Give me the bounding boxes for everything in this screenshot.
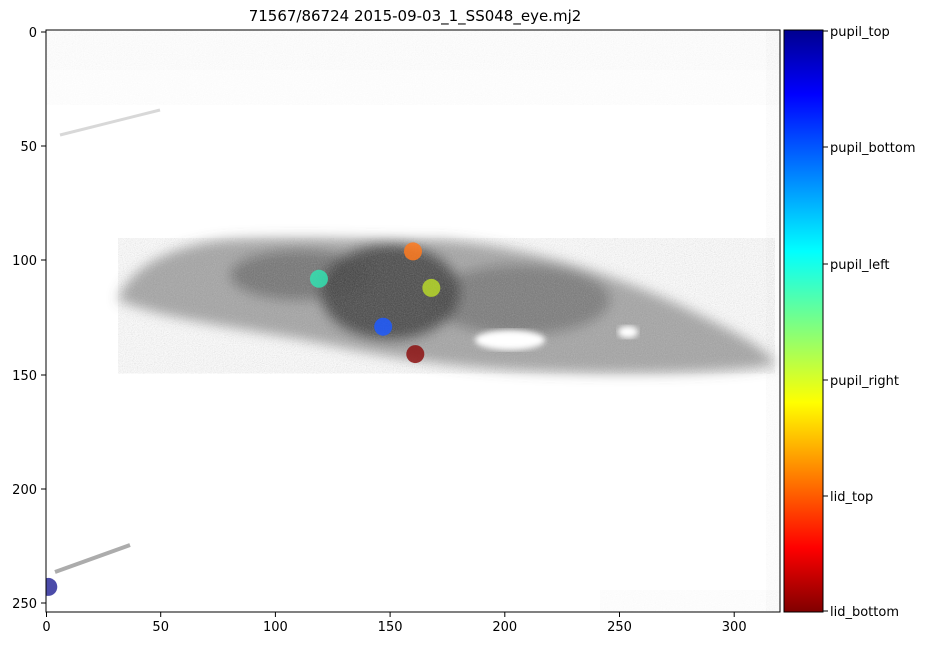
colorbar-label: lid_top (830, 490, 873, 505)
colorbar-label: pupil_bottom (830, 141, 915, 156)
colorbar-label: pupil_right (830, 374, 899, 389)
x-tick-250: 250 (607, 612, 632, 635)
point-pupil-right (422, 278, 441, 297)
x-tick-50: 50 (152, 612, 169, 635)
colorbar-tick-pupil-right: pupil_right (823, 374, 899, 389)
x-tick-label: 300 (722, 620, 747, 635)
y-tick-label: 50 (20, 140, 37, 155)
colorbar-tick-lid-top: lid_top (823, 490, 873, 505)
x-tick-100: 100 (263, 612, 288, 635)
x-tick-label: 200 (492, 620, 517, 635)
y-tick-250: 250 (12, 597, 46, 612)
y-tick-50: 50 (20, 140, 46, 155)
point-lid-bottom (406, 345, 425, 364)
colorbar: pupil_top pupil_bottom pupil_left pupil_… (783, 25, 915, 620)
y-tick-label: 100 (12, 254, 37, 269)
colorbar-gradient (783, 29, 824, 613)
y-axis: 0 50 100 150 200 250 (12, 26, 46, 612)
colorbar-tick-pupil-top: pupil_top (823, 25, 890, 40)
image-frame (45, 29, 781, 613)
y-tick-0: 0 (29, 26, 46, 41)
y-tick-100: 100 (12, 254, 46, 269)
colorbar-tick-pupil-left: pupil_left (823, 258, 890, 273)
x-tick-label: 50 (152, 620, 169, 635)
point-pupil-top (46, 577, 58, 596)
x-axis: 0 50 100 150 200 250 300 (42, 612, 747, 635)
y-tick-label: 150 (12, 369, 37, 384)
x-tick-200: 200 (492, 612, 517, 635)
x-tick-label: 150 (378, 620, 403, 635)
colorbar-tick-lid-bottom: lid_bottom (823, 605, 899, 620)
eye-image (46, 30, 780, 612)
y-tick-label: 250 (12, 597, 37, 612)
x-tick-0: 0 (42, 612, 51, 635)
y-tick-200: 200 (12, 483, 46, 498)
landmark-points (46, 242, 441, 596)
point-pupil-bottom (374, 317, 393, 336)
x-tick-label: 0 (42, 620, 50, 635)
colorbar-label: lid_bottom (830, 605, 899, 620)
y-tick-150: 150 (12, 369, 46, 384)
point-lid-top (404, 242, 422, 261)
x-tick-label: 100 (263, 620, 288, 635)
colorbar-label: pupil_top (830, 25, 890, 40)
figure-title: 71567/86724 2015-09-03_1_SS048_eye.mj2 (249, 7, 582, 26)
x-tick-label: 250 (607, 620, 632, 635)
y-tick-label: 200 (12, 483, 37, 498)
point-pupil-left (309, 269, 328, 288)
colorbar-tick-pupil-bottom: pupil_bottom (823, 141, 915, 156)
x-tick-150: 150 (378, 612, 403, 635)
x-tick-300: 300 (722, 612, 747, 635)
y-tick-label: 0 (29, 26, 37, 41)
colorbar-label: pupil_left (830, 258, 890, 273)
